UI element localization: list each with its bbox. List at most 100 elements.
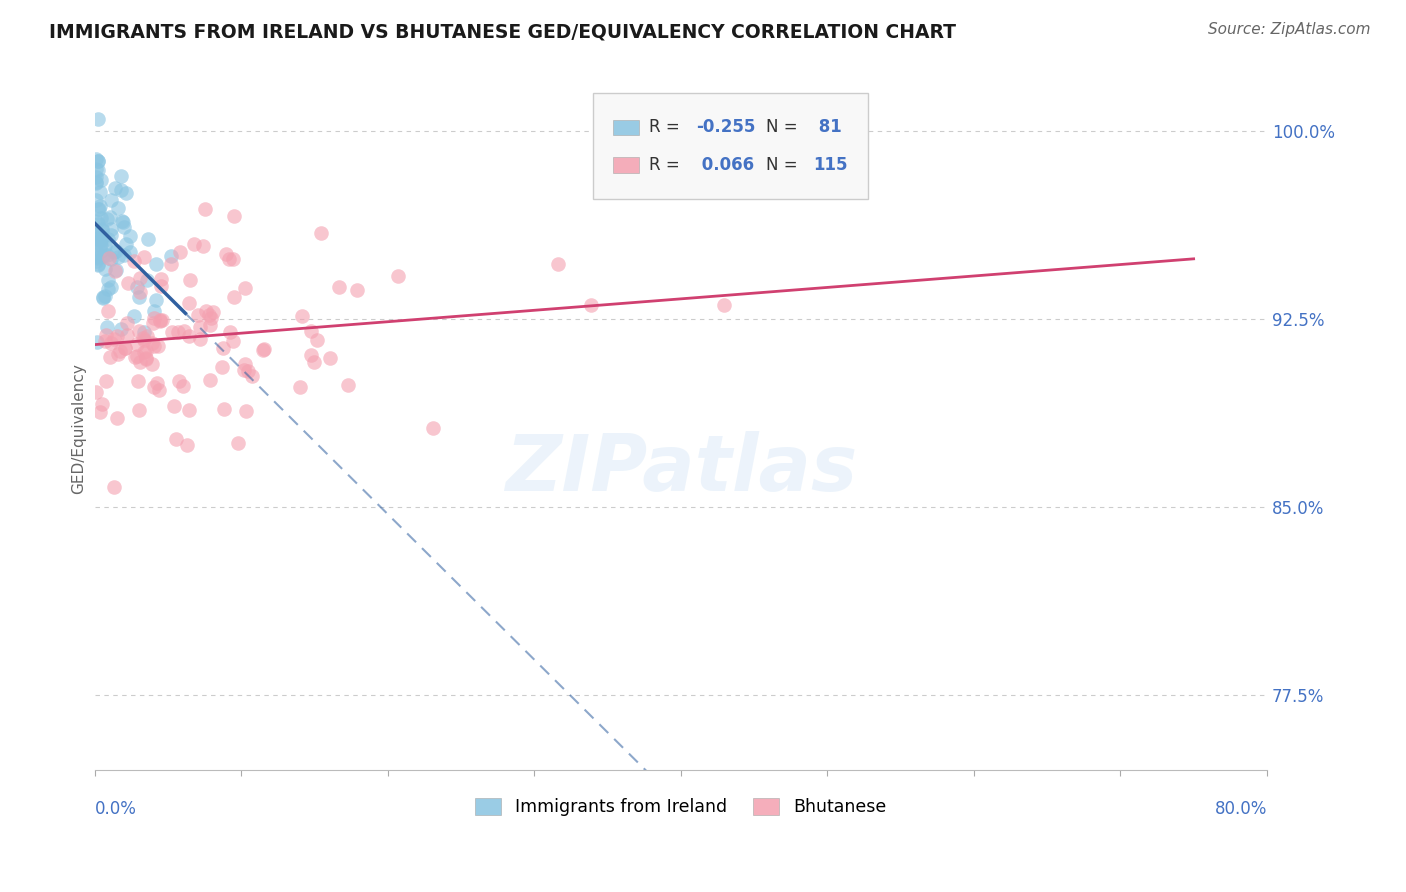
Point bbox=[84, 170, 107, 185]
Point bbox=[183, 237, 205, 252]
Point bbox=[135, 351, 157, 365]
Point bbox=[236, 364, 259, 378]
Point bbox=[108, 343, 131, 358]
Point bbox=[224, 209, 246, 223]
Point bbox=[148, 383, 170, 397]
Point bbox=[309, 227, 332, 241]
Point bbox=[98, 210, 121, 224]
Point bbox=[100, 222, 122, 236]
Point bbox=[97, 304, 120, 318]
Point bbox=[90, 232, 112, 246]
Point bbox=[200, 310, 222, 325]
Point bbox=[110, 322, 132, 336]
Point bbox=[84, 177, 107, 191]
Point bbox=[150, 312, 173, 326]
Point bbox=[128, 355, 150, 369]
Point bbox=[233, 357, 256, 371]
Point bbox=[169, 245, 191, 260]
Point bbox=[128, 402, 150, 417]
Point bbox=[232, 363, 254, 377]
Point bbox=[165, 432, 187, 446]
Point bbox=[128, 290, 150, 304]
Point bbox=[97, 273, 120, 287]
Point bbox=[86, 251, 108, 265]
Point bbox=[125, 280, 148, 294]
Text: N =: N = bbox=[766, 156, 803, 174]
Point bbox=[135, 352, 157, 367]
Point bbox=[110, 183, 132, 197]
Point bbox=[211, 359, 233, 374]
Point bbox=[172, 379, 194, 393]
Point bbox=[84, 253, 107, 268]
Point bbox=[84, 152, 107, 166]
Text: 0.066: 0.066 bbox=[696, 156, 754, 174]
Point bbox=[337, 377, 360, 392]
Point bbox=[100, 193, 122, 207]
Point bbox=[84, 244, 107, 258]
Point bbox=[84, 193, 107, 207]
Point bbox=[86, 384, 108, 399]
Point bbox=[105, 244, 128, 258]
Point bbox=[89, 405, 111, 419]
Text: -0.255: -0.255 bbox=[696, 119, 755, 136]
Point bbox=[221, 252, 243, 267]
FancyBboxPatch shape bbox=[613, 120, 638, 135]
Point bbox=[103, 332, 125, 346]
Point bbox=[98, 350, 121, 364]
Text: IMMIGRANTS FROM IRELAND VS BHUTANESE GED/EQUIVALENCY CORRELATION CHART: IMMIGRANTS FROM IRELAND VS BHUTANESE GED… bbox=[49, 22, 956, 41]
Point bbox=[219, 325, 242, 339]
Point bbox=[94, 261, 117, 276]
Point bbox=[135, 272, 157, 286]
Point bbox=[188, 332, 211, 346]
Point bbox=[125, 349, 148, 363]
Point bbox=[191, 239, 214, 253]
Point bbox=[93, 289, 115, 303]
Point bbox=[100, 252, 122, 266]
Point bbox=[145, 293, 167, 308]
Point bbox=[299, 324, 322, 338]
Point bbox=[87, 217, 110, 231]
Point bbox=[200, 318, 222, 332]
Point bbox=[194, 202, 217, 216]
Point bbox=[194, 303, 217, 318]
Point bbox=[328, 280, 350, 294]
Point bbox=[122, 309, 145, 323]
Point bbox=[305, 334, 328, 348]
Point bbox=[142, 316, 165, 330]
Point bbox=[90, 244, 112, 259]
Point bbox=[112, 214, 135, 228]
Point bbox=[117, 328, 139, 343]
Point bbox=[291, 310, 314, 324]
Point bbox=[107, 251, 129, 265]
Point bbox=[98, 251, 121, 265]
Point bbox=[104, 181, 127, 195]
Point bbox=[112, 247, 135, 261]
Point bbox=[103, 244, 125, 259]
Point bbox=[226, 436, 249, 450]
Point bbox=[118, 245, 141, 260]
Text: Source: ZipAtlas.com: Source: ZipAtlas.com bbox=[1208, 22, 1371, 37]
Point bbox=[114, 237, 136, 252]
Point bbox=[132, 333, 155, 347]
Point bbox=[127, 374, 149, 388]
Point bbox=[115, 186, 138, 200]
Point bbox=[132, 325, 155, 339]
Point bbox=[222, 290, 245, 304]
Point bbox=[299, 348, 322, 362]
Point bbox=[112, 219, 135, 234]
Point bbox=[86, 256, 108, 270]
Point bbox=[149, 313, 172, 327]
Point bbox=[160, 326, 183, 340]
Point bbox=[91, 291, 114, 305]
Point bbox=[91, 290, 114, 304]
Point bbox=[215, 247, 238, 261]
Point bbox=[346, 283, 368, 297]
Point bbox=[304, 355, 326, 369]
Point bbox=[86, 215, 108, 229]
Point bbox=[87, 202, 110, 217]
Point bbox=[179, 273, 201, 287]
Point bbox=[107, 201, 129, 215]
Text: 0.0%: 0.0% bbox=[94, 800, 136, 819]
Point bbox=[87, 153, 110, 168]
Point bbox=[422, 421, 444, 435]
